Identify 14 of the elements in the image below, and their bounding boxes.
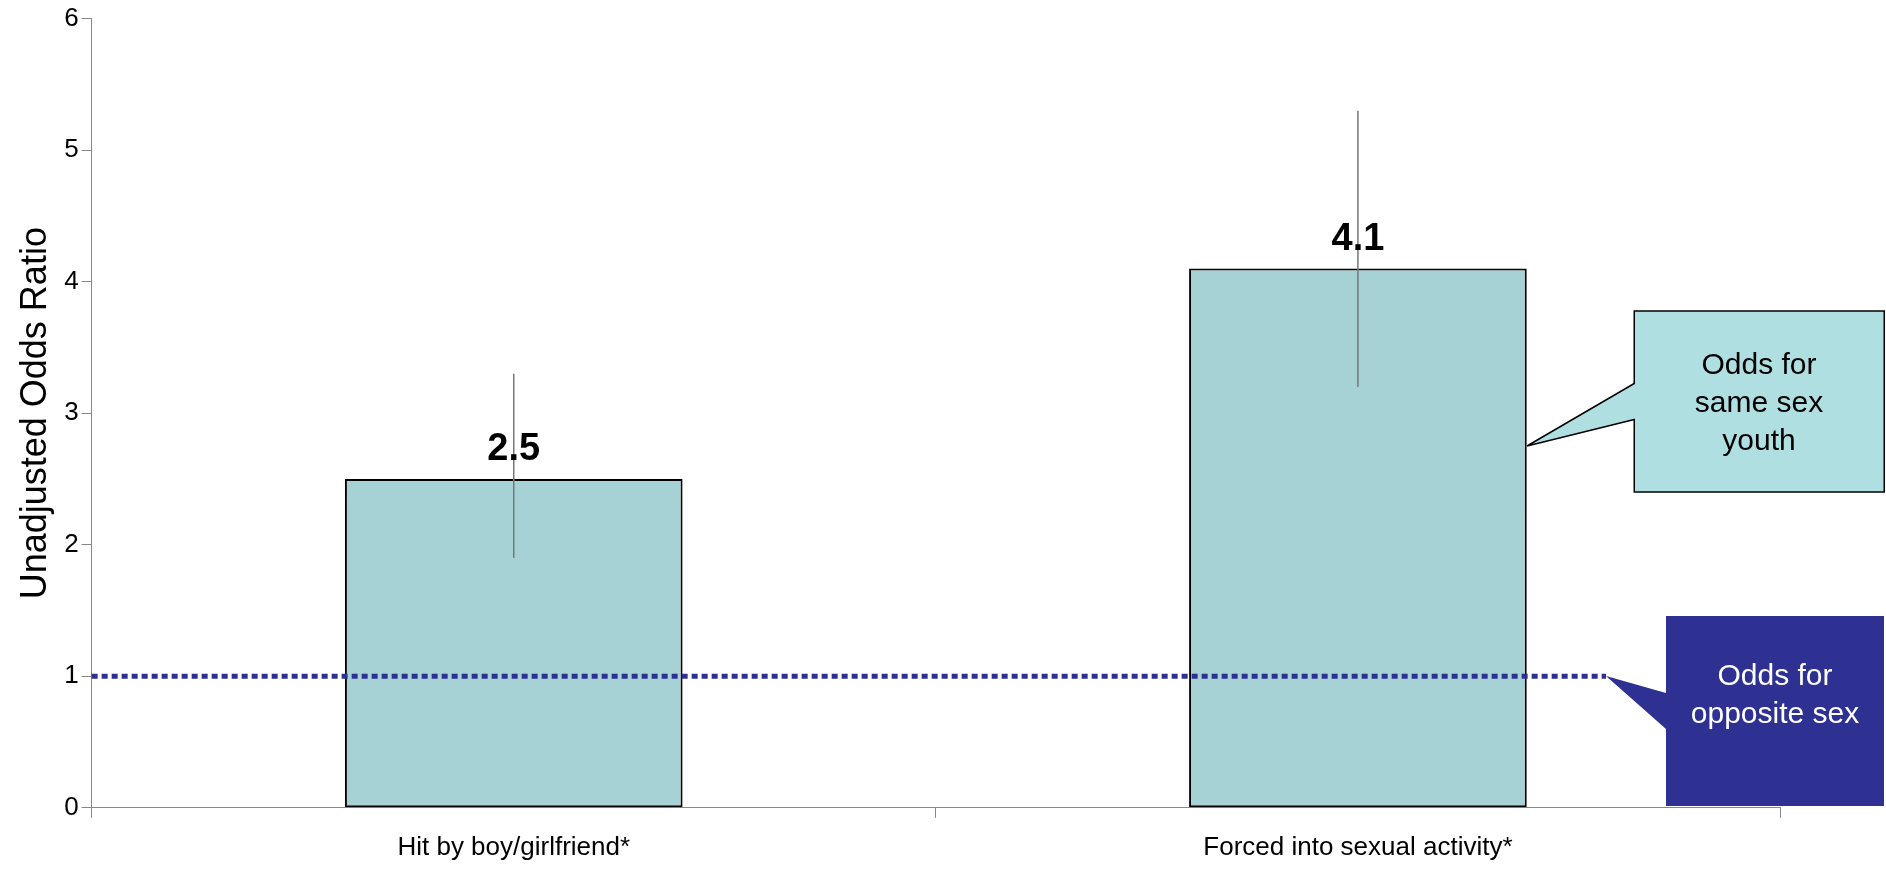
y-axis-title: Unadjusted Odds Ratio <box>12 227 54 600</box>
y-tick-label: 0 <box>64 790 79 821</box>
x-tick-label: Forced into sexual activity* <box>1203 830 1513 861</box>
data-label: 4.1 <box>1331 216 1385 258</box>
y-tick-label: 3 <box>64 396 79 427</box>
y-tick-label: 6 <box>64 1 79 32</box>
data-label: 2.5 <box>487 426 541 469</box>
x-tick-label: Hit by boy/girlfriend* <box>397 830 631 861</box>
y-tick-label: 1 <box>64 659 79 690</box>
ref-line-label: Odds for opposite sex <box>1689 657 1861 732</box>
y-tick-label: 5 <box>64 133 79 164</box>
text: Odds for same sex youth <box>1693 345 1825 458</box>
y-tick-label: 4 <box>64 264 79 295</box>
y-tick-label: 2 <box>64 527 79 558</box>
